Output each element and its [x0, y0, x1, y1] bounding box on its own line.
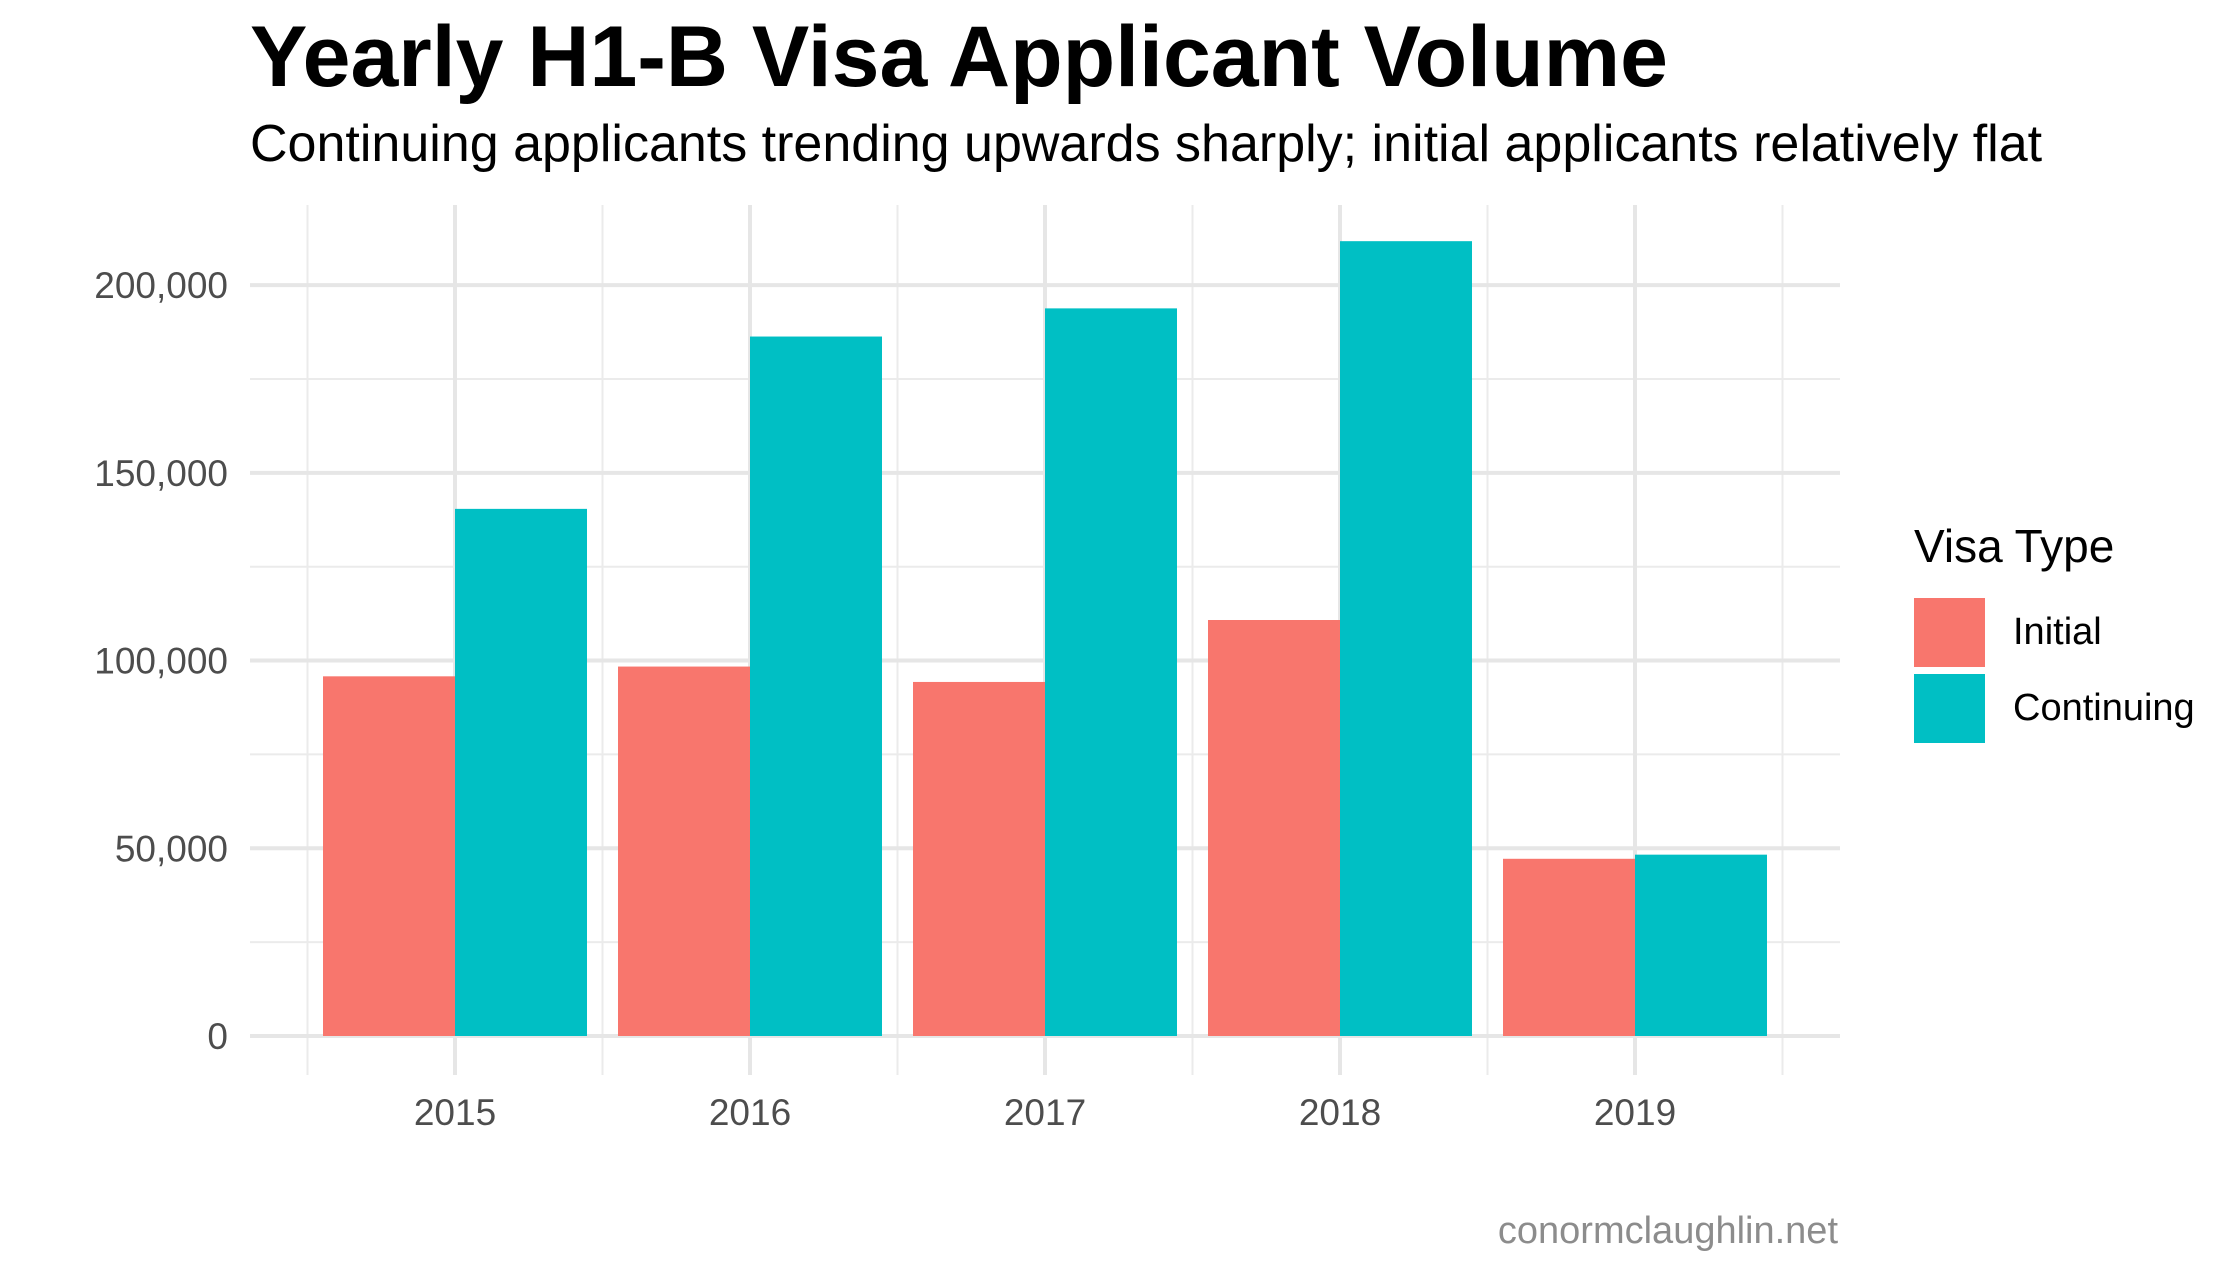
chart-title: Yearly H1-B Visa Applicant Volume — [250, 9, 1668, 105]
bar-continuing-2016 — [750, 336, 882, 1037]
x-tick-label: 2018 — [1299, 1092, 1381, 1133]
y-tick-label: 0 — [207, 1016, 228, 1057]
bar-continuing-2018 — [1340, 241, 1472, 1036]
bar-continuing-2015 — [455, 508, 587, 1037]
bar-initial-2016 — [618, 666, 750, 1036]
caption: conormclaughlin.net — [1497, 1210, 1838, 1252]
x-tick-label: 2016 — [709, 1092, 791, 1133]
bar-continuing-2019 — [1635, 854, 1767, 1036]
y-tick-label: 50,000 — [115, 828, 228, 869]
bar-continuing-2017 — [1045, 308, 1177, 1036]
legend-label-initial: Initial — [2013, 611, 2102, 654]
bar-initial-2015 — [323, 676, 455, 1036]
legend-label-continuing: Continuing — [2013, 687, 2195, 730]
bar-initial-2017 — [913, 681, 1045, 1036]
legend-item-initial: Initial — [1914, 597, 2195, 669]
x-tick-label: 2015 — [414, 1092, 496, 1133]
legend-title: Visa Type — [1914, 520, 2115, 572]
y-tick-label: 100,000 — [94, 641, 228, 682]
legend-swatch-continuing — [1914, 674, 1985, 744]
axis-labels: 0 50,000 100,000 150,000 200,000 2015 2016 2017… — [94, 265, 1676, 1133]
legend-item-continuing: Continuing — [1914, 673, 2195, 745]
x-tick-label: 2019 — [1594, 1092, 1676, 1133]
legend-swatch-initial — [1914, 598, 1985, 668]
y-tick-label: 150,000 — [94, 453, 228, 494]
bars — [323, 241, 1767, 1037]
bar-initial-2018 — [1208, 620, 1340, 1036]
x-tick-label: 2017 — [1004, 1092, 1086, 1133]
chart-subtitle: Continuing applicants trending upwards s… — [250, 115, 2043, 173]
bar-initial-2019 — [1503, 858, 1635, 1036]
legend: Visa Type Initial Continuing — [1914, 520, 2195, 749]
y-tick-label: 200,000 — [94, 265, 228, 306]
